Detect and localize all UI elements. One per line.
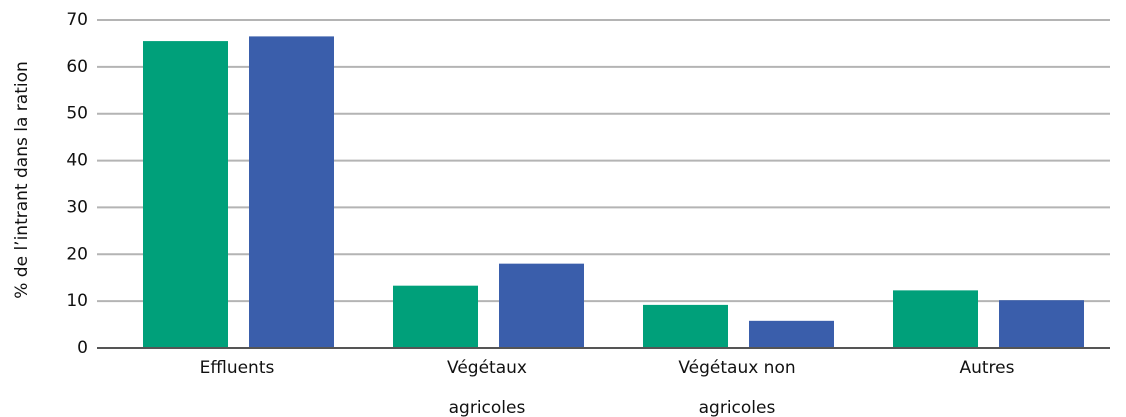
x-tick-label: Effluents	[200, 358, 275, 378]
y-tick-label: 40	[66, 151, 88, 171]
y-tick-label: 70	[66, 10, 88, 30]
y-tick-label: 30	[66, 197, 88, 217]
x-tick-label: Végétaux non agricoles	[678, 358, 795, 417]
x-tick-label: Végétaux agricoles	[447, 358, 527, 417]
bar	[393, 285, 478, 348]
bar	[999, 300, 1084, 348]
y-axis-label: % de l’intrant dans la ration	[12, 61, 32, 299]
bar	[499, 263, 584, 348]
y-tick-label: 0	[77, 338, 88, 358]
y-tick-label: 50	[66, 104, 88, 124]
bar	[143, 41, 228, 348]
y-tick-label: 20	[66, 244, 88, 264]
x-tick-label: Autres	[959, 358, 1014, 378]
bar	[643, 304, 728, 348]
bar	[249, 36, 334, 349]
bar	[749, 320, 834, 348]
bar	[893, 290, 978, 348]
y-tick-label: 60	[66, 57, 88, 77]
y-tick-label: 10	[66, 291, 88, 311]
